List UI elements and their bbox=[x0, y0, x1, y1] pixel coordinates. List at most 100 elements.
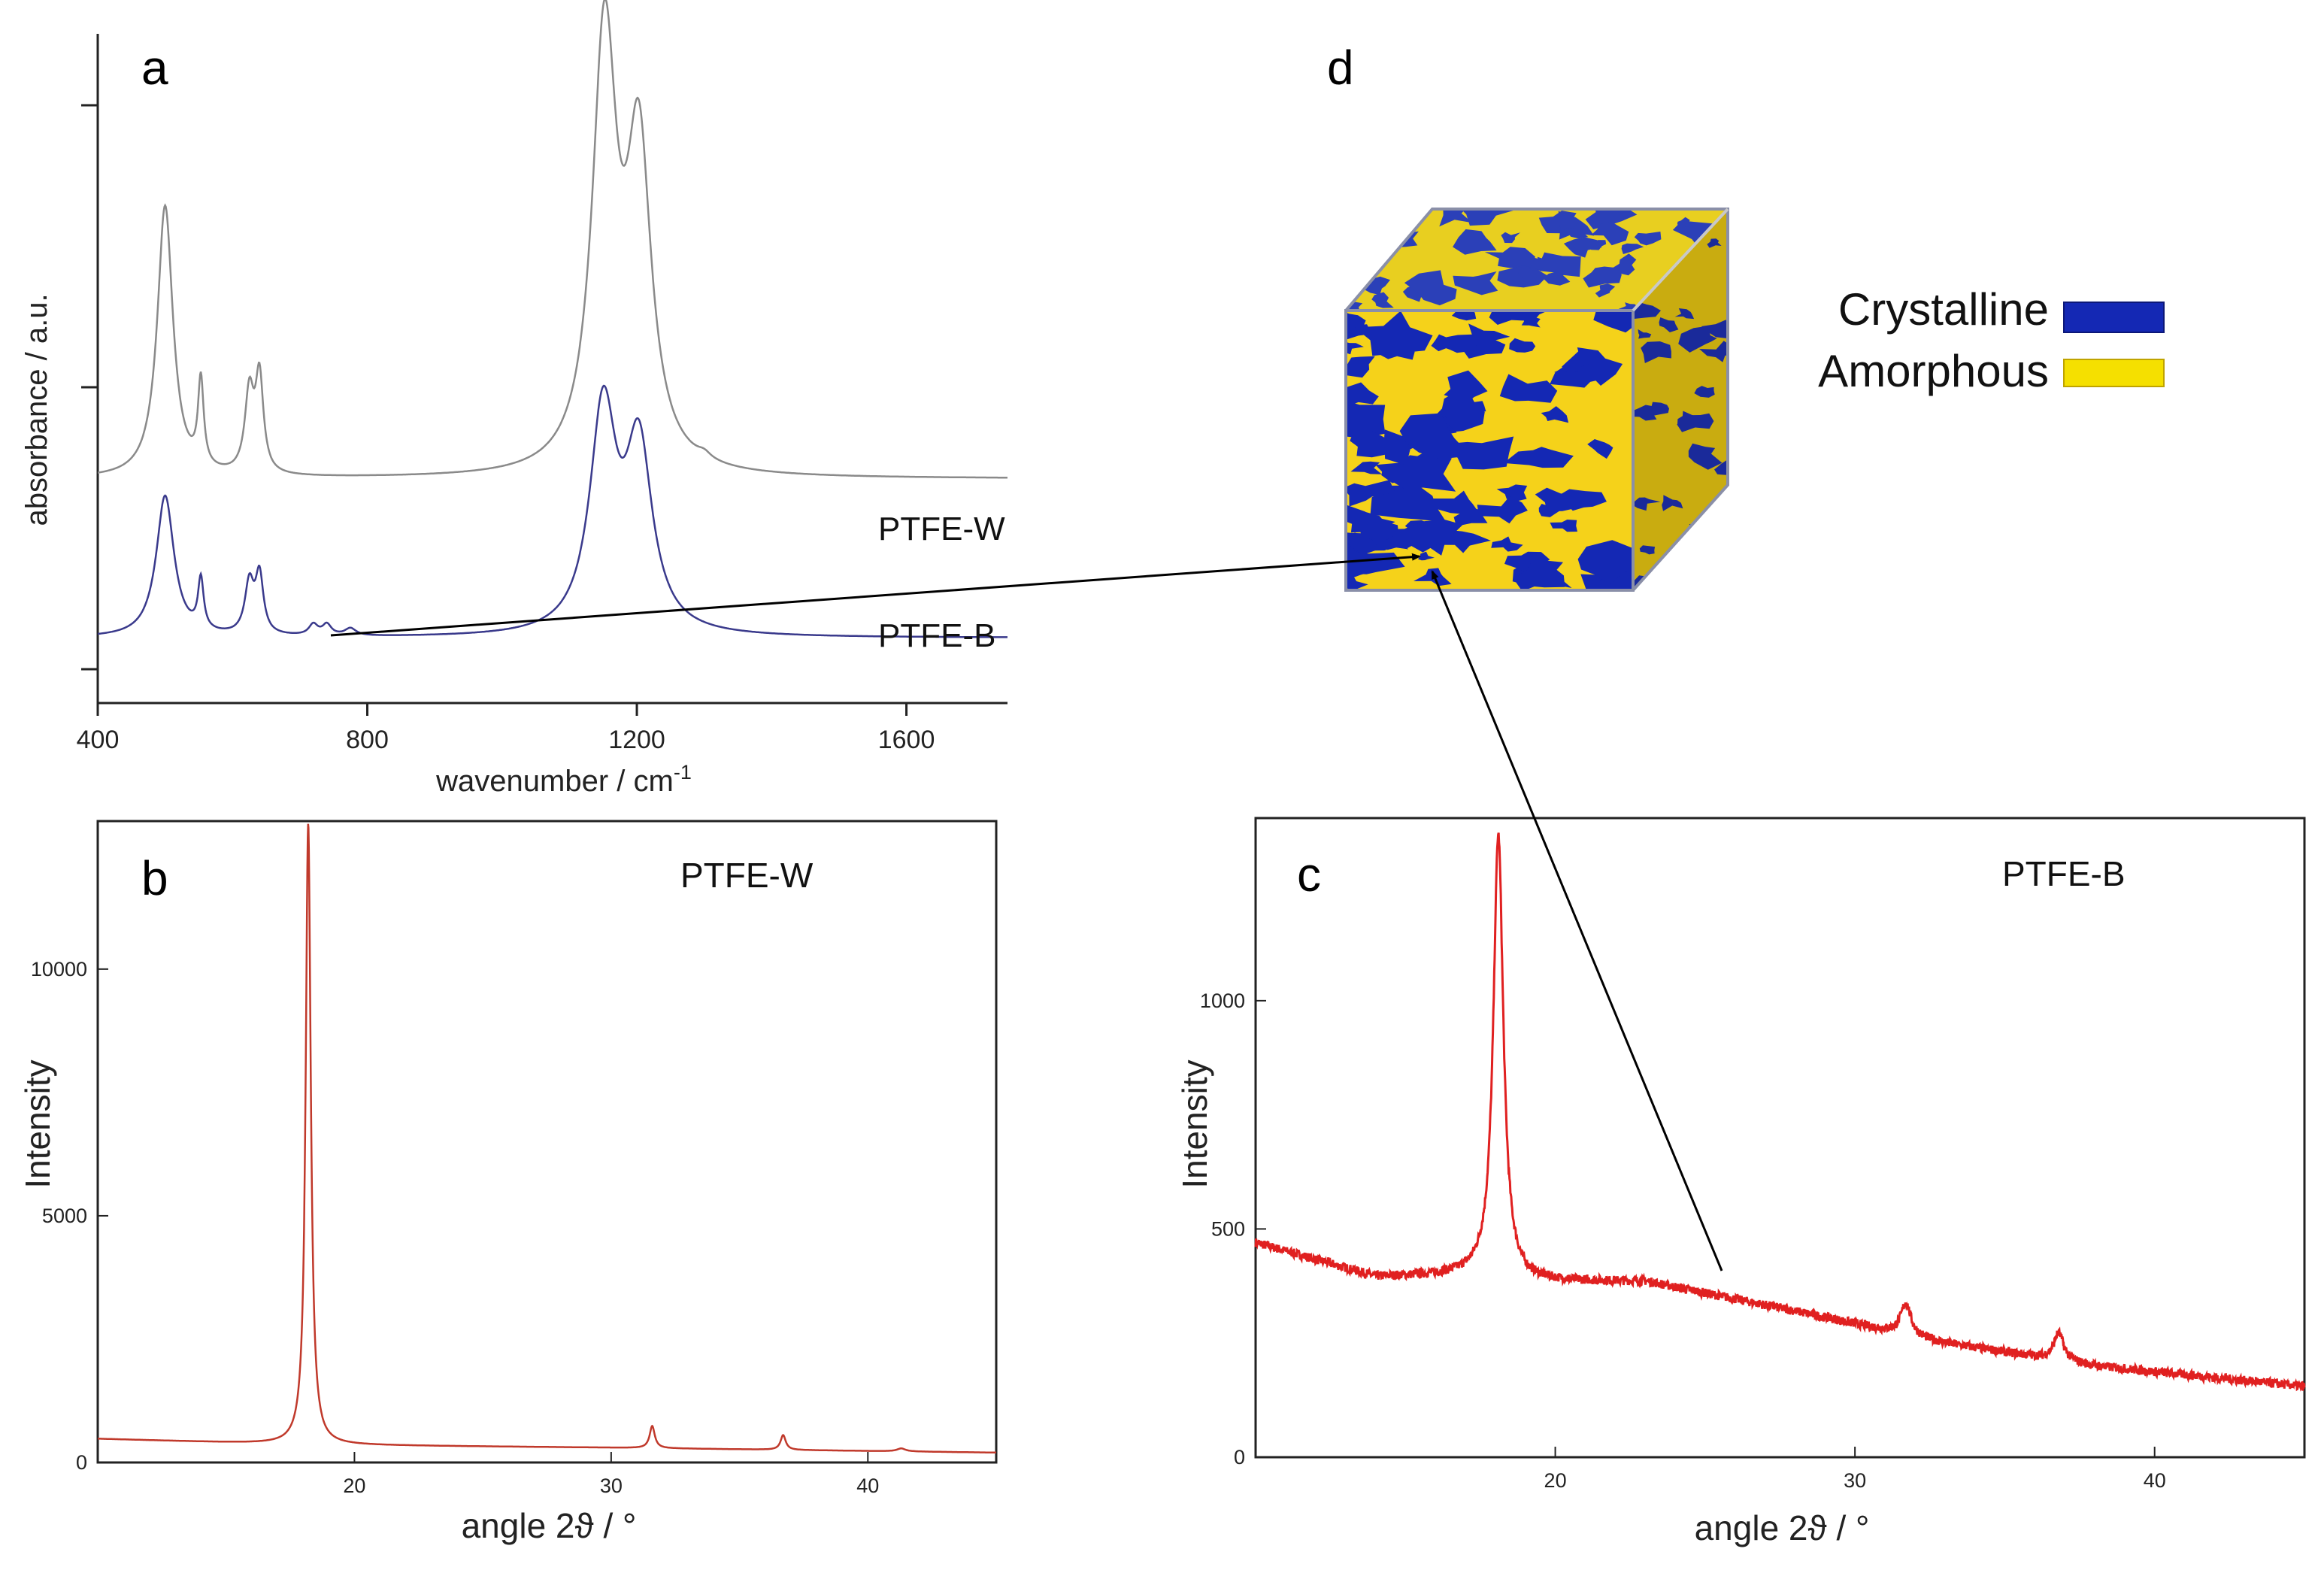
crystalline-domain bbox=[1386, 209, 1406, 220]
panel-a-x-tick-label: 1600 bbox=[878, 726, 935, 754]
crystalline-domain bbox=[1659, 317, 1679, 332]
crystalline-domain bbox=[1714, 460, 1728, 475]
crystalline-domain bbox=[1346, 557, 1379, 581]
crystalline-domain bbox=[1417, 551, 1435, 561]
crystalline-domain bbox=[1550, 520, 1577, 532]
crystalline-domain bbox=[1694, 386, 1715, 398]
panel-b-frame bbox=[96, 820, 998, 1464]
crystalline-domain bbox=[1456, 209, 1514, 226]
crystalline-amorphous-cube-illustration bbox=[1344, 208, 1729, 592]
series-label-ptfe-b-ftir: PTFE-B bbox=[878, 617, 995, 654]
crystalline-domain bbox=[1535, 487, 1577, 511]
crystalline-domain bbox=[1462, 332, 1506, 359]
panel-c-x-tick-label: 40 bbox=[2144, 1469, 2166, 1492]
crystalline-domain bbox=[1577, 540, 1633, 585]
crystalline-domain bbox=[1489, 311, 1526, 325]
panel-b-x-label: angle 2ϑ / ° bbox=[462, 1506, 637, 1545]
crystalline-domain bbox=[1639, 545, 1656, 555]
crystalline-domain bbox=[1484, 247, 1535, 268]
series-line-ptfe-w-ftir bbox=[97, 0, 1007, 479]
crystalline-domain bbox=[1686, 580, 1710, 590]
crystalline-domain bbox=[1688, 443, 1723, 470]
series-line-ptfe-b-ftir bbox=[97, 384, 1007, 638]
panel-b-y-tick-label: 0 bbox=[76, 1451, 87, 1474]
crystalline-domain bbox=[1563, 237, 1602, 258]
panel-c-y-tick-label: 500 bbox=[1211, 1217, 1245, 1240]
crystalline-domain bbox=[1518, 267, 1538, 285]
crystalline-domain bbox=[1541, 406, 1569, 423]
crystalline-domain bbox=[1509, 338, 1536, 353]
crystalline-domain bbox=[1346, 397, 1386, 438]
crystalline-domain bbox=[1677, 217, 1694, 228]
panel-a-y-label: absorbance / a.u. bbox=[20, 293, 53, 526]
crystalline-domain bbox=[1707, 238, 1722, 248]
panel-b-xrd-chart: b PTFE-W 20 30 40 0 5000 10000 Intensity angl… bbox=[18, 820, 998, 1545]
crystalline-domain bbox=[1346, 224, 1386, 253]
crystalline-domain bbox=[1521, 317, 1541, 328]
arrow-ftir-to-amorphous bbox=[330, 553, 1421, 637]
crystalline-domain bbox=[1439, 209, 1473, 227]
panel-c-xrd-chart: c PTFE-B 20 30 40 0 500 1000 Intensity angle … bbox=[1175, 817, 2306, 1547]
crystalline-domain bbox=[1496, 484, 1528, 502]
panel-label-c: c bbox=[1297, 847, 1321, 902]
panel-b-x-tick-label: 20 bbox=[343, 1475, 365, 1497]
panel-c-y-tick-label: 0 bbox=[1234, 1446, 1245, 1468]
crystalline-domain bbox=[1404, 520, 1463, 553]
crystalline-domain bbox=[1433, 490, 1480, 514]
panel-a-x-tick-label: 800 bbox=[346, 726, 389, 754]
panel-c-annotation: PTFE-B bbox=[2002, 854, 2126, 893]
crystalline-domain bbox=[1386, 529, 1418, 548]
crystalline-domain bbox=[1504, 551, 1550, 575]
crystalline-domain bbox=[1451, 311, 1477, 321]
crystalline-domain bbox=[1399, 413, 1471, 459]
panel-b-y-tick-label: 10000 bbox=[31, 958, 87, 980]
panel-c-x-label: angle 2ϑ / ° bbox=[1695, 1508, 1870, 1547]
crystalline-domain bbox=[1477, 496, 1528, 524]
panel-b-ticks: 20 30 40 0 5000 10000 bbox=[31, 958, 879, 1497]
crystalline-domain bbox=[1431, 334, 1463, 352]
crystalline-domain bbox=[1501, 232, 1520, 244]
legend-label-amorphous: Amorphous bbox=[1818, 346, 2049, 396]
crystalline-domain bbox=[1404, 270, 1457, 306]
panel-label-b: b bbox=[141, 851, 168, 905]
crystalline-domain bbox=[1359, 511, 1399, 541]
panel-a-ftir-chart: a 400 800 1200 1600 absorbance / a.u. waven… bbox=[20, 0, 1007, 798]
crystalline-domain bbox=[1562, 350, 1594, 373]
crystalline-domain bbox=[1513, 560, 1572, 590]
crystalline-domain bbox=[1453, 229, 1497, 255]
morphology-legend: Crystalline Amorphous bbox=[1818, 284, 2165, 396]
panel-d-morphology: d Crystalline Amorphous bbox=[1327, 41, 2165, 592]
series-line-ptfe-b-xrd bbox=[1254, 832, 2306, 1392]
crystalline-domain bbox=[1350, 461, 1382, 474]
crystalline-domain bbox=[1634, 499, 1647, 508]
panel-a-x-tick-label: 1200 bbox=[608, 726, 665, 754]
crystalline-domain bbox=[1491, 536, 1523, 552]
crystalline-domain bbox=[1678, 326, 1717, 353]
crystalline-domain bbox=[1613, 253, 1637, 276]
panel-a-x-ticks: 400 800 1200 1600 bbox=[77, 703, 935, 754]
crystalline-domain bbox=[1593, 311, 1633, 333]
series-line-ptfe-w-xrd bbox=[98, 823, 996, 1454]
crystalline-domain bbox=[1677, 414, 1706, 430]
crystalline-domain bbox=[1563, 223, 1589, 239]
arrow-xrd-to-amorphous bbox=[1431, 570, 1723, 1271]
crystalline-domain bbox=[1595, 283, 1616, 298]
panel-a-x-label: wavenumber / cm-1 bbox=[435, 761, 692, 798]
cube-edge bbox=[1632, 208, 1729, 312]
crystalline-domain bbox=[1354, 311, 1433, 356]
crystalline-domain bbox=[1662, 495, 1683, 511]
crystalline-domain bbox=[1350, 431, 1392, 458]
crystalline-domain bbox=[1701, 320, 1728, 340]
crystalline-domain bbox=[1503, 447, 1574, 468]
crystalline-domain bbox=[1638, 329, 1652, 339]
panel-b-y-label: Intensity bbox=[18, 1059, 57, 1188]
crystalline-domain bbox=[1444, 370, 1488, 405]
panel-c-x-tick-label: 30 bbox=[1844, 1469, 1866, 1492]
crystalline-domain bbox=[1439, 529, 1491, 553]
crystalline-domain bbox=[1346, 356, 1375, 378]
panel-c-y-tick-label: 1000 bbox=[1200, 990, 1245, 1012]
panel-c-x-tick-label: 20 bbox=[1544, 1469, 1567, 1492]
panel-label-a: a bbox=[141, 41, 168, 95]
crystalline-domain bbox=[1647, 402, 1669, 417]
